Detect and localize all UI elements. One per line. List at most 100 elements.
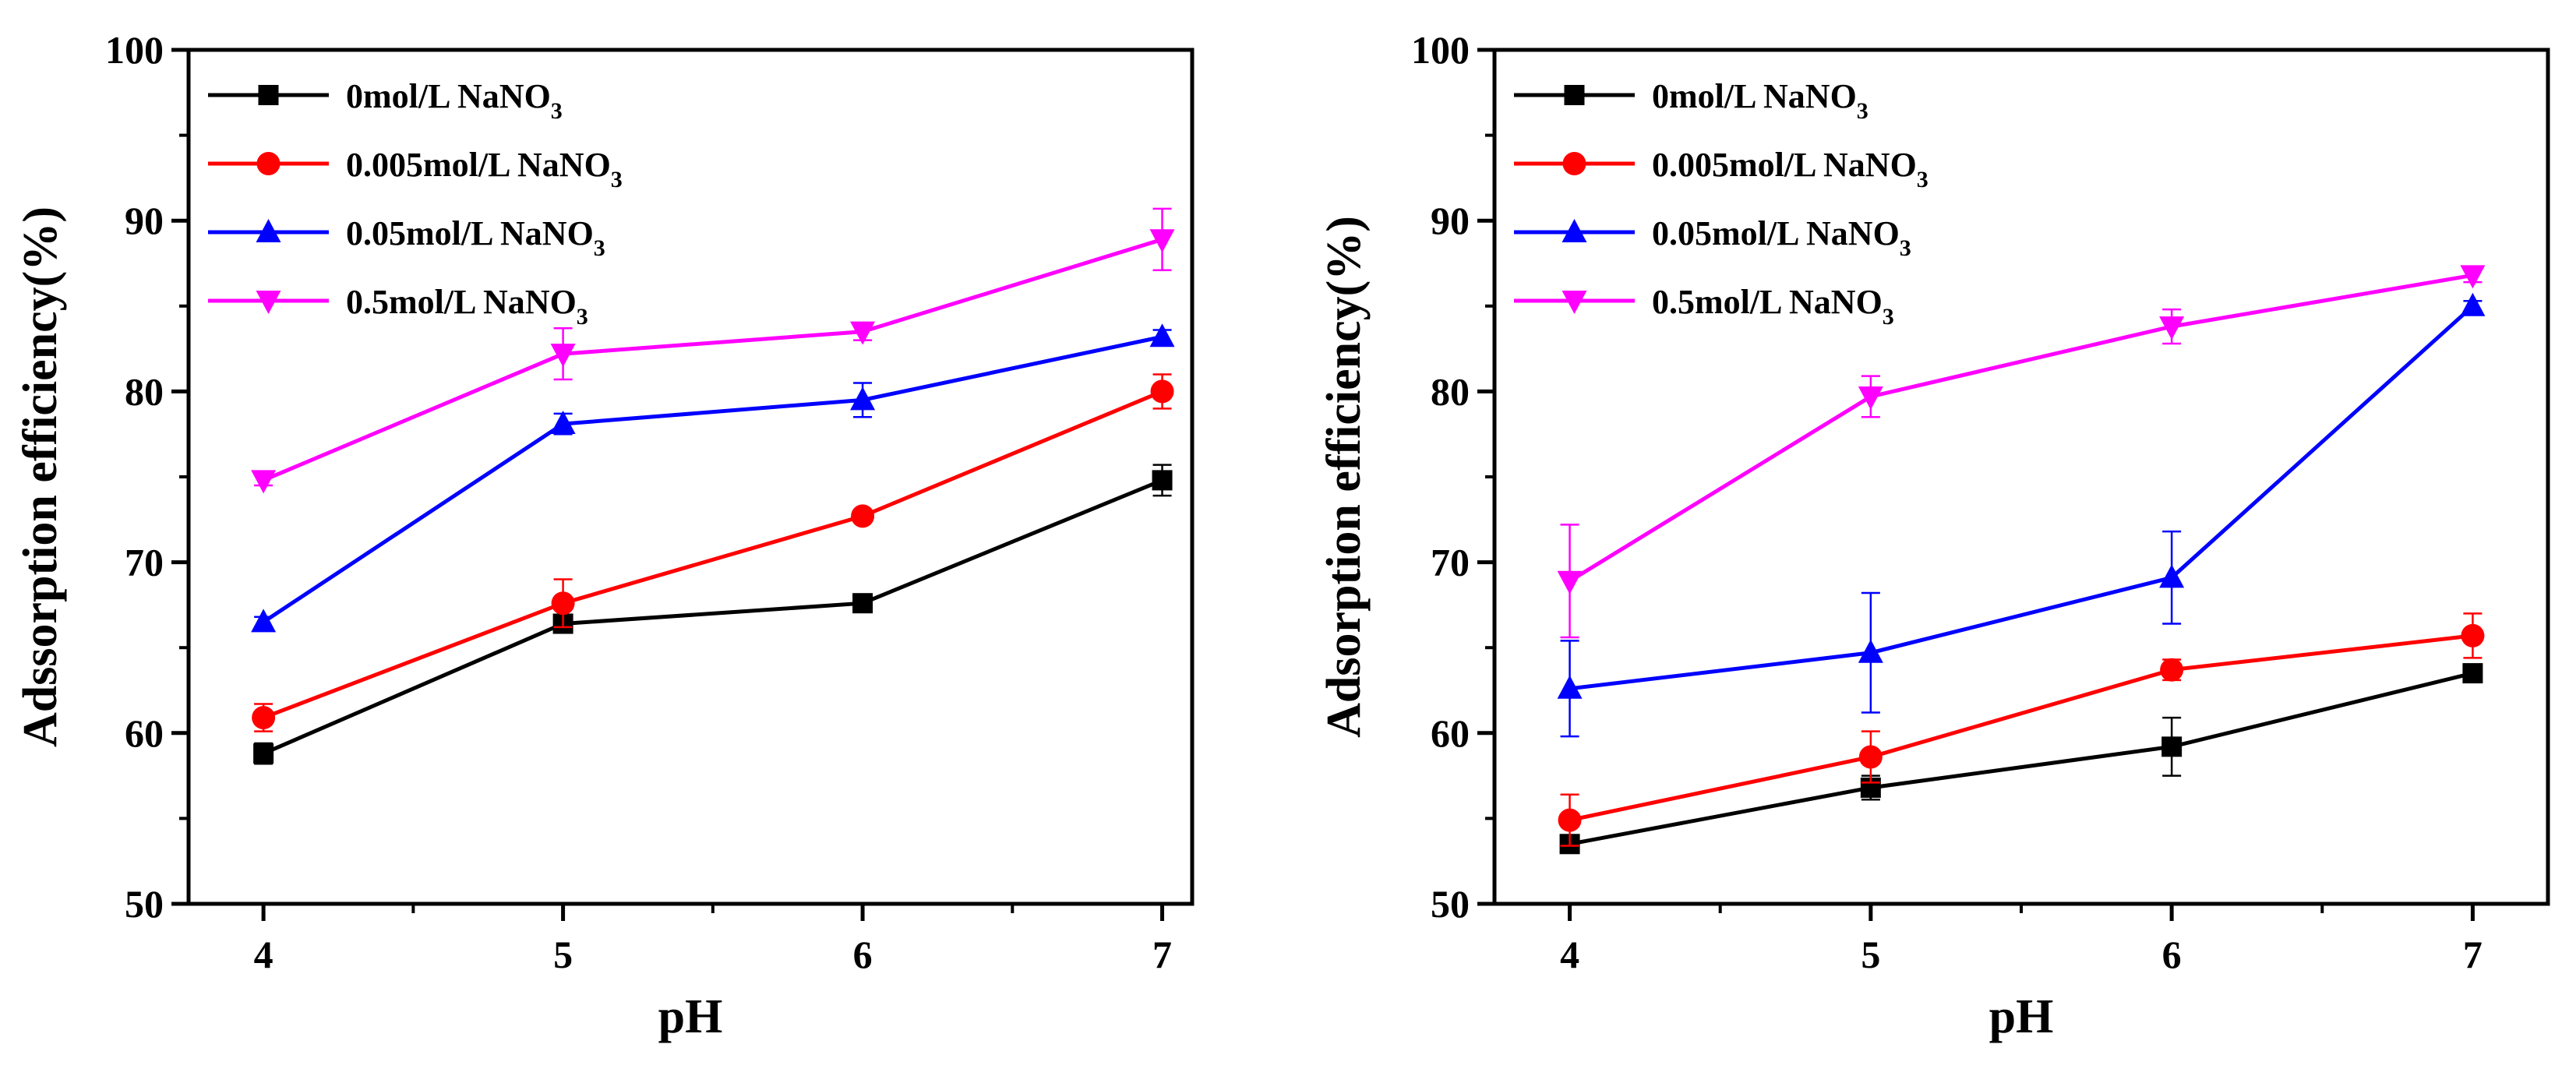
legend-label-main: 0.05mol/L NaNO — [1652, 214, 1900, 252]
x-tick-label: 4 — [1560, 933, 1579, 976]
legend-label-main: 0.005mol/L NaNO — [1652, 146, 1917, 184]
x-tick-label: 7 — [1152, 933, 1172, 976]
series-line — [263, 390, 1163, 720]
data-point — [852, 593, 873, 614]
y-axis-title: Adsorption efficiency(%) — [1318, 216, 1371, 738]
legend-marker — [1561, 219, 1587, 242]
legend-label: 0.5mol/L NaNO3 — [1652, 283, 1894, 330]
legend-marker — [258, 85, 279, 105]
x-axis-title: pH — [1989, 990, 2054, 1043]
chart-left: 4 5 6 7 50 60 70 80 90 100 pH Adssorption efficienc… — [14, 28, 1194, 1043]
data-point — [1558, 808, 1582, 832]
legend-marker — [1561, 291, 1587, 314]
data-point — [850, 386, 876, 411]
series-3 — [1557, 265, 2486, 639]
data-point — [1152, 470, 1173, 491]
legend-label-subscript: 3 — [1857, 98, 1868, 124]
plot-frame — [186, 48, 1194, 906]
series-3 — [251, 207, 1175, 494]
y-tick-label: 60 — [1431, 711, 1470, 755]
series-1 — [252, 373, 1174, 732]
data-point — [251, 470, 277, 494]
legend-label-main: 0mol/L NaNO — [1652, 77, 1857, 115]
series-2 — [1557, 292, 2486, 738]
data-point — [2462, 663, 2483, 684]
x-tick-label: 7 — [2463, 933, 2482, 976]
legend-label: 0.5mol/L NaNO3 — [346, 283, 588, 330]
legend-label-main: 0.5mol/L NaNO — [1652, 283, 1883, 321]
data-point — [851, 504, 875, 528]
data-point — [2460, 292, 2486, 316]
y-tick-label: 100 — [105, 28, 164, 72]
legend-label-subscript: 3 — [551, 98, 563, 124]
data-point — [1557, 570, 1583, 594]
series-1 — [1558, 612, 2485, 847]
y-tick-label: 50 — [1431, 882, 1470, 926]
data-point — [1858, 745, 1883, 769]
legend-label-main: 0.5mol/L NaNO — [346, 283, 577, 321]
data-point — [551, 591, 575, 616]
data-point — [1150, 379, 1174, 404]
legend-label-subscript: 3 — [1917, 167, 1928, 192]
y-tick-label: 60 — [125, 711, 164, 755]
series-line — [262, 334, 1163, 624]
legend-label: 0mol/L NaNO3 — [1652, 77, 1868, 124]
series-0 — [253, 464, 1173, 765]
chart-right: 4 5 6 7 50 60 70 80 90 100 pH Adsorption efficiency… — [1318, 28, 2550, 1043]
legend-label: 0.005mol/L NaNO3 — [1652, 146, 1928, 192]
legend-label-main: 0.005mol/L NaNO — [346, 146, 611, 184]
data-point — [550, 411, 576, 435]
legend-label-main: 0.05mol/L NaNO — [346, 214, 594, 252]
data-point — [1858, 639, 1883, 663]
series-line — [1569, 633, 2473, 823]
x-tick-label: 5 — [553, 933, 573, 976]
legend-label: 0mol/L NaNO3 — [346, 77, 563, 124]
x-axis-title: pH — [658, 990, 723, 1043]
data-point — [252, 706, 276, 730]
data-point — [2159, 564, 2185, 588]
legend-marker — [1562, 152, 1586, 175]
legend-label-main: 0mol/L NaNO — [346, 77, 551, 115]
legend-marker — [256, 219, 281, 242]
series-line — [1569, 304, 2475, 691]
data-point — [1149, 323, 1175, 348]
y-tick-label: 90 — [1431, 199, 1470, 242]
series-2 — [251, 323, 1175, 633]
data-point — [2161, 736, 2183, 757]
data-point — [251, 609, 277, 633]
y-tick-label: 70 — [125, 541, 164, 584]
legend-label: 0.05mol/L NaNO3 — [346, 214, 605, 261]
legend-marker — [256, 291, 281, 314]
data-point — [2461, 623, 2485, 647]
series-line — [263, 237, 1163, 482]
legend-label-subscript: 3 — [1883, 304, 1894, 330]
y-tick-label: 80 — [125, 369, 164, 413]
x-tick-label: 4 — [254, 933, 273, 976]
data-point — [2160, 658, 2184, 682]
data-point — [2159, 316, 2185, 340]
y-tick-label: 70 — [1431, 541, 1470, 584]
legend-label-subscript: 3 — [577, 304, 588, 330]
data-point — [2460, 265, 2486, 289]
series-line — [263, 478, 1163, 756]
x-tick-label: 5 — [1861, 933, 1880, 976]
legend-label-subscript: 3 — [1900, 235, 1911, 261]
data-point — [1149, 229, 1175, 253]
legend-label-subscript: 3 — [611, 167, 623, 192]
series-line — [1569, 671, 2474, 846]
legend-marker — [1564, 85, 1585, 105]
x-tick-label: 6 — [853, 933, 873, 976]
legend-label: 0.05mol/L NaNO3 — [1652, 214, 1911, 261]
data-point — [550, 344, 576, 368]
data-point — [1858, 386, 1883, 410]
y-tick-label: 90 — [125, 199, 164, 242]
y-tick-label: 50 — [125, 882, 164, 926]
legend-marker — [256, 152, 281, 175]
series-0 — [1559, 663, 2483, 855]
y-tick-label: 100 — [1411, 28, 1470, 72]
y-axis-title: Adssorption efficiency(%) — [14, 206, 67, 747]
series-line — [1569, 273, 2473, 583]
